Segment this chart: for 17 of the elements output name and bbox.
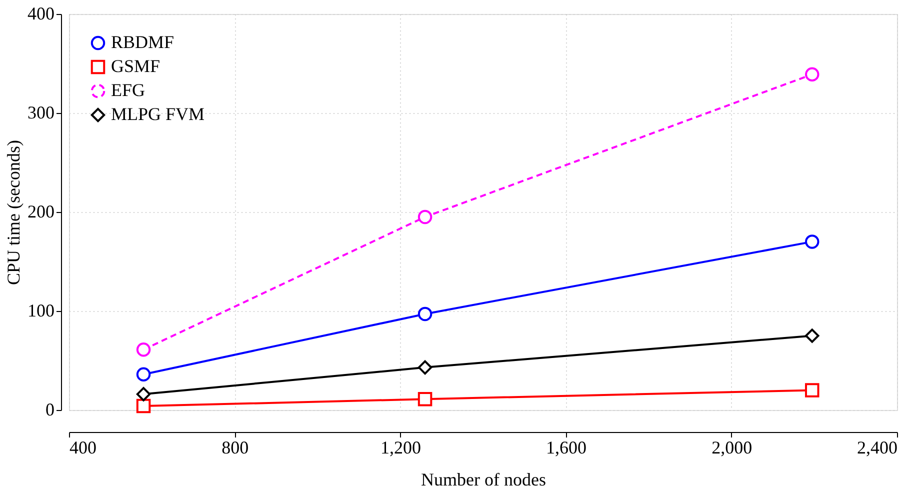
x-tick-label: 400 [70,438,96,458]
y-tick-label: 0 [46,400,54,420]
legend-label: RBDMF [111,32,174,52]
legend-label: GSMF [111,56,160,76]
y-tick-label: 100 [28,300,54,320]
y-axis-title: CPU time (seconds) [4,140,24,285]
x-tick-label: 2,400 [857,438,898,458]
x-tick-label: 2,000 [712,438,752,458]
y-tick-label: 200 [28,202,54,222]
x-axis-title: Number of nodes [421,470,546,490]
y-tick-label: 400 [28,4,54,24]
x-tick-label: 1,200 [380,438,421,458]
legend-label: EFG [111,80,146,100]
x-tick-label: 1,600 [546,438,587,458]
x-tick-label: 800 [222,438,249,458]
legend-label: MLPG FVM [111,104,205,124]
y-tick-label: 300 [28,102,54,122]
